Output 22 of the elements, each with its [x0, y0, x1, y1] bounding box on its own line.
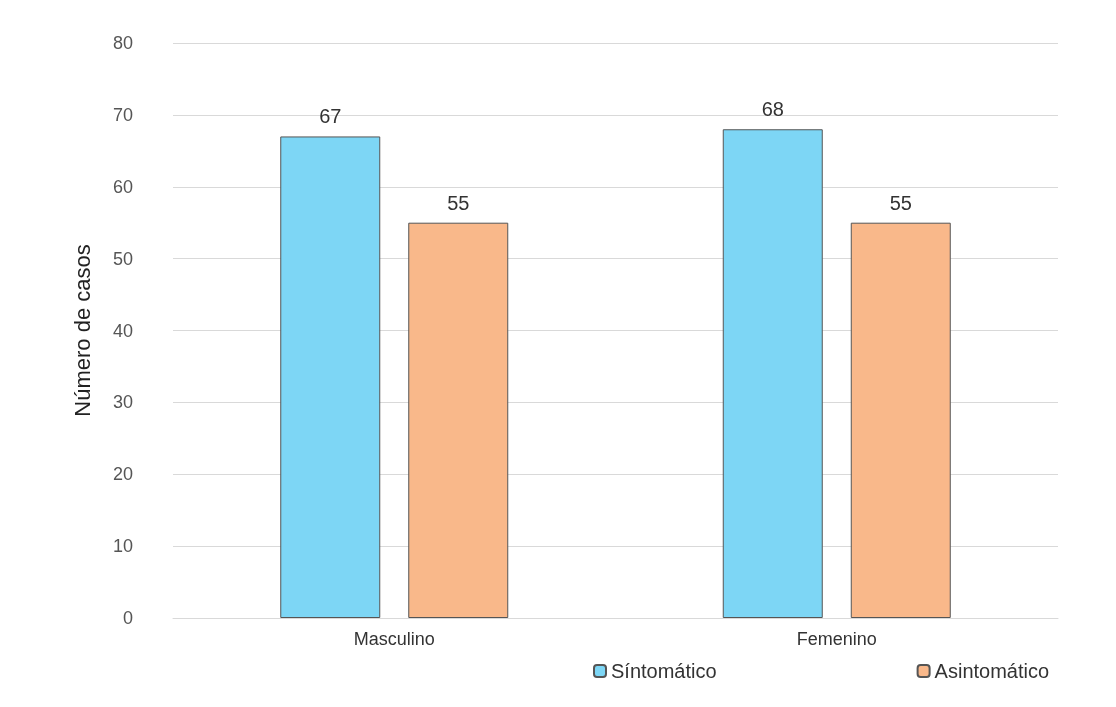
y-tick-label: 60	[112, 176, 133, 197]
y-tick-label: 80	[112, 33, 133, 53]
y-tick-label: 40	[112, 320, 133, 341]
y-axis-title: Número de casos	[69, 244, 95, 417]
data-label: 68	[761, 98, 784, 121]
bar	[850, 222, 951, 618]
bar	[280, 136, 381, 618]
y-tick-label: 20	[112, 464, 133, 485]
data-label: 67	[319, 105, 342, 128]
x-tick-label: Femenino	[796, 629, 877, 649]
y-tick-label: 10	[112, 536, 133, 557]
legend-label: Asintomático	[934, 660, 1050, 682]
data-label: 55	[889, 191, 912, 214]
legend-label: Síntomático	[611, 660, 717, 682]
y-tick-label: 70	[112, 104, 133, 125]
bar	[722, 129, 823, 618]
y-tick-label: 30	[112, 392, 133, 413]
y-tick-label: 50	[112, 248, 133, 269]
data-label: 55	[447, 191, 470, 214]
y-tick-label: 0	[122, 608, 133, 628]
bar	[408, 222, 509, 618]
x-tick-label: Masculino	[353, 629, 435, 649]
